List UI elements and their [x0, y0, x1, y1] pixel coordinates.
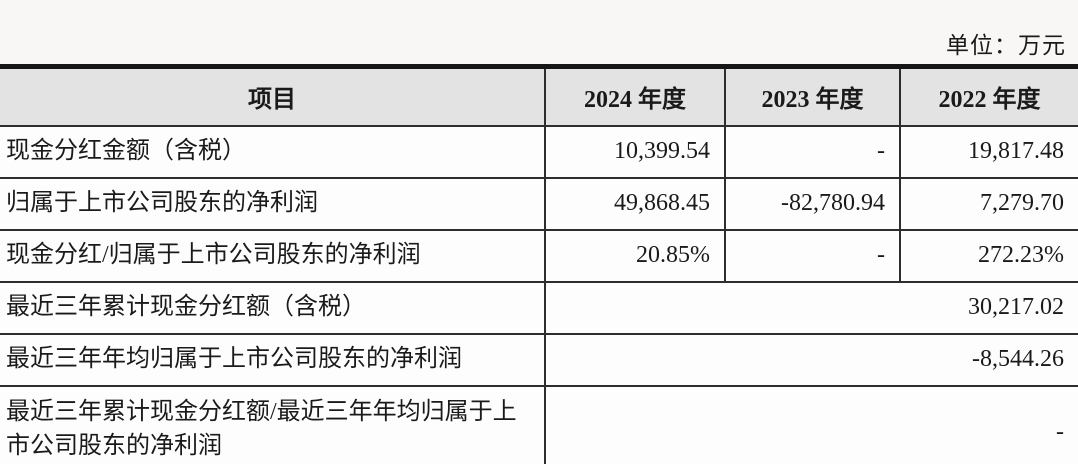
dividend-table: 项目 2024 年度 2023 年度 2022 年度 现金分红金额（含税） 10…: [0, 64, 1078, 464]
cell-value-2024: 49,868.45: [544, 176, 725, 230]
cell-value-2023: -82,780.94: [724, 176, 900, 230]
cell-value-2023: -: [724, 228, 900, 282]
cell-value-2024: 20.85%: [544, 228, 725, 282]
row-label: 最近三年累计现金分红额/最近三年年均归属于上市公司股东的净利润: [0, 384, 545, 464]
cell-merged-value: -8,544.26: [544, 332, 1078, 386]
column-header-2023: 2023 年度: [724, 65, 900, 126]
row-label: 归属于上市公司股东的净利润: [0, 176, 545, 230]
unit-label: 单位：万元: [946, 33, 1066, 58]
table-row-three-year-ratio: 最近三年累计现金分红额/最近三年年均归属于上市公司股东的净利润 -: [0, 384, 1078, 464]
cell-value-2022: 7,279.70: [899, 176, 1078, 230]
row-label: 最近三年累计现金分红额（含税）: [0, 280, 545, 334]
row-label: 最近三年年均归属于上市公司股东的净利润: [0, 332, 545, 386]
cell-value-2022: 272.23%: [899, 228, 1078, 282]
column-header-2022: 2022 年度: [899, 65, 1078, 126]
column-header-item: 项目: [0, 65, 545, 126]
row-label: 现金分红金额（含税）: [0, 124, 545, 178]
cell-value-2022: 19,817.48: [899, 124, 1078, 178]
table-row-dividend-ratio: 现金分红/归属于上市公司股东的净利润 20.85% - 272.23%: [0, 228, 1078, 282]
table-row-three-year-dividend: 最近三年累计现金分红额（含税） 30,217.02: [0, 280, 1078, 334]
row-label: 现金分红/归属于上市公司股东的净利润: [0, 228, 545, 282]
cell-merged-value: 30,217.02: [544, 280, 1078, 334]
column-header-2024: 2024 年度: [544, 65, 725, 126]
cell-merged-value: -: [544, 384, 1078, 464]
table-row-three-year-avg-profit: 最近三年年均归属于上市公司股东的净利润 -8,544.26: [0, 332, 1078, 386]
table-header-row: 项目 2024 年度 2023 年度 2022 年度: [0, 65, 1078, 126]
cell-value-2023: -: [724, 124, 900, 178]
table-row-cash-dividend: 现金分红金额（含税） 10,399.54 - 19,817.48: [0, 124, 1078, 178]
table-row-net-profit: 归属于上市公司股东的净利润 49,868.45 -82,780.94 7,279…: [0, 176, 1078, 230]
cell-value-2024: 10,399.54: [544, 124, 725, 178]
